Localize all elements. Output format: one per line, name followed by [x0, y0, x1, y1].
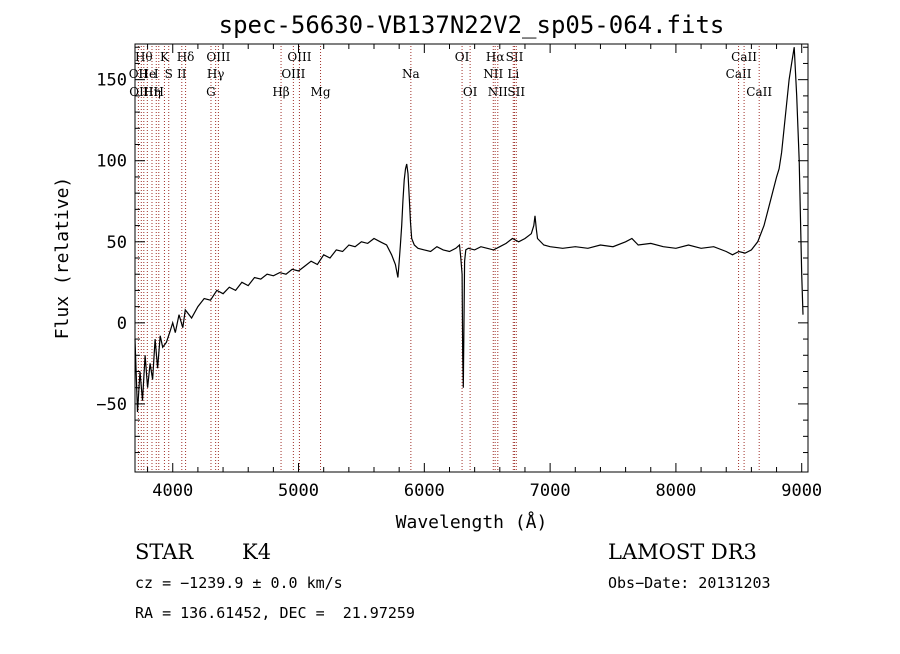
line-label-5: I — [154, 67, 159, 81]
line-label-29: CaII — [746, 85, 772, 99]
line-label-24: Li — [507, 67, 519, 81]
line-label-16: OIII — [287, 50, 311, 64]
x-tick-label-5: 9000 — [781, 481, 822, 501]
plot-frame — [134, 43, 809, 473]
line-label-28: CaII — [731, 50, 757, 64]
y-tick-label-2: 50 — [107, 233, 127, 253]
line-label-12: Hγ — [207, 67, 225, 81]
object-subclass: K4 — [242, 540, 272, 564]
x-tick-label-2: 6000 — [404, 481, 445, 501]
line-label-13: OIII — [206, 50, 230, 64]
line-label-23: NII — [488, 85, 508, 99]
line-label-22: Hα — [486, 50, 505, 64]
x-tick-label-3: 7000 — [530, 481, 571, 501]
survey-label: LAMOST DR3 — [608, 540, 757, 564]
x-tick-label-0: 4000 — [152, 481, 193, 501]
redshift-cz: cz = −1239.9 ± 0.0 km/s — [135, 574, 343, 592]
spectrum-line — [134, 47, 804, 413]
obs-date: Obs−Date: 20131203 — [608, 574, 771, 592]
line-label-9: II — [177, 67, 187, 81]
x-tick-label-4: 8000 — [655, 481, 696, 501]
line-label-14: Hβ — [272, 85, 289, 99]
line-label-26: SII — [507, 85, 525, 99]
x-axis-label: Wavelength (Å) — [396, 511, 548, 533]
line-label-10: Hδ — [177, 50, 195, 64]
line-label-7: K — [160, 50, 170, 64]
ra-dec-coords: RA = 136.61452, DEC = 21.97259 — [135, 604, 415, 622]
y-tick-label-0: −50 — [96, 395, 127, 415]
line-label-18: Na — [402, 67, 420, 81]
line-label-19: OI — [455, 50, 470, 64]
line-label-25: SII — [506, 50, 524, 64]
chart-title: spec-56630-VB137N22V2_sp05-064.fits — [219, 11, 725, 39]
line-label-27: CaII — [726, 67, 752, 81]
y-tick-label-1: 0 — [117, 314, 127, 334]
line-label-17: Mg — [311, 85, 331, 99]
line-label-6: H — [154, 85, 164, 99]
x-tick-label-1: 5000 — [278, 481, 319, 501]
y-tick-label-4: 150 — [96, 71, 127, 91]
line-label-15: OIII — [281, 67, 305, 81]
line-label-20: OI — [463, 85, 478, 99]
y-tick-label-3: 100 — [96, 152, 127, 172]
y-axis-label: Flux (relative) — [52, 177, 73, 340]
line-label-11: G — [206, 85, 216, 99]
object-class: STAR — [135, 540, 194, 564]
line-label-2: Hθ — [135, 50, 153, 64]
line-label-8: S — [165, 67, 173, 81]
line-label-21: NII — [483, 67, 503, 81]
